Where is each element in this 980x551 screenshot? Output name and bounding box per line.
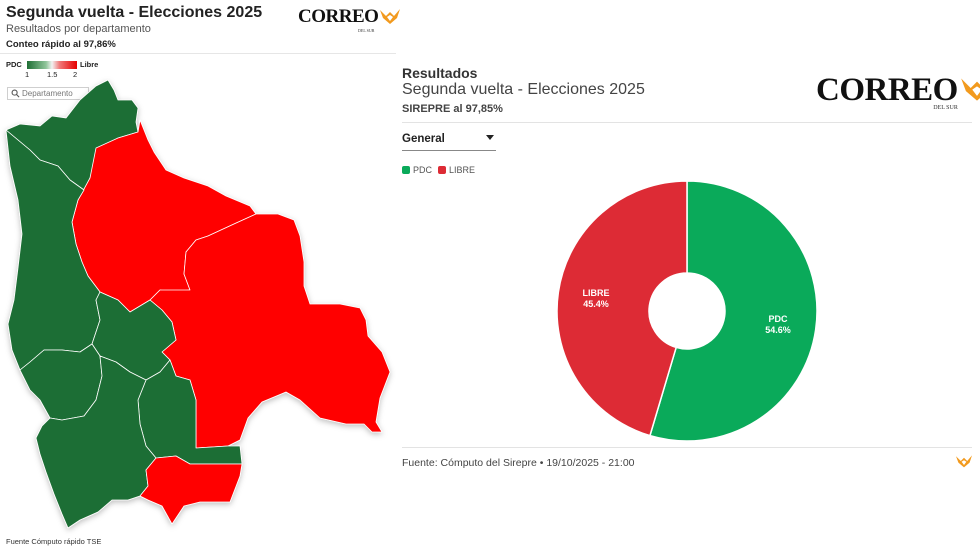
fox-icon (961, 78, 980, 101)
scale-left-label: PDC (6, 60, 22, 69)
correo-logo: CORREO DEL SUR (298, 6, 402, 33)
map-source: Fuente Cómputo rápido TSE (6, 537, 102, 546)
map-count-note: Conteo rápido al 97,86% (6, 39, 116, 50)
scale-tick: 2 (73, 70, 78, 79)
results-divider (402, 122, 972, 123)
scale-right-label: Libre (80, 60, 99, 69)
department-tarija[interactable] (139, 455, 243, 525)
scale-tick: 1.5 (47, 70, 58, 79)
map-title: Segunda vuelta - Elecciones 2025 (6, 4, 263, 21)
slice-value-label: 45.4% (583, 299, 609, 309)
logo-subtext: DEL SUR (357, 28, 375, 33)
results-note: SIREPRE al 97,85% (402, 103, 503, 115)
scale-tick: 1 (25, 70, 30, 79)
header-divider (0, 53, 396, 54)
legend-swatch-libre (438, 166, 447, 174)
legend-swatch-pdc (402, 166, 410, 174)
region-select-value: General (402, 133, 445, 145)
bolivia-map (5, 79, 391, 529)
legend-item-libre[interactable]: LIBRE (438, 165, 475, 175)
search-icon (11, 89, 20, 98)
search-placeholder: Departamento (22, 89, 73, 98)
correo-logo-large: CORREO DEL SUR (816, 72, 980, 111)
slice-value-label: 54.6% (765, 325, 791, 335)
chevron-down-icon (486, 135, 494, 140)
map-subtitle: Resultados por departamento (6, 23, 151, 35)
scale-gradient-bar (27, 61, 77, 69)
donut-slice-pdc[interactable] (649, 180, 818, 442)
region-select[interactable]: General (402, 131, 496, 151)
slice-name-label: PDC (769, 314, 789, 324)
results-source: Fuente: Cómputo del Sirepre • 19/10/2025… (402, 457, 635, 469)
map-panel: Segunda vuelta - Elecciones 2025 Resulta… (0, 0, 401, 551)
footer-divider (402, 447, 972, 448)
results-subtitle: Segunda vuelta - Elecciones 2025 (402, 81, 645, 98)
fox-icon (380, 9, 401, 24)
legend-label: PDC (413, 165, 433, 175)
legend-label: LIBRE (449, 165, 476, 175)
chart-legend: PDC LIBRE (402, 165, 475, 175)
logo-subtext: DEL SUR (933, 105, 958, 111)
fox-icon (956, 455, 972, 468)
slice-name-label: LIBRE (582, 288, 609, 298)
logo-word: CORREO (298, 6, 379, 27)
color-scale-legend: PDC Libre 1 1.5 2 (6, 60, 106, 86)
logo-word: CORREO (816, 72, 958, 108)
department-search-input[interactable]: Departamento (7, 87, 89, 100)
results-title: Resultados (402, 65, 478, 81)
donut-slice-libre[interactable] (556, 180, 688, 437)
legend-item-pdc[interactable]: PDC (402, 165, 432, 175)
